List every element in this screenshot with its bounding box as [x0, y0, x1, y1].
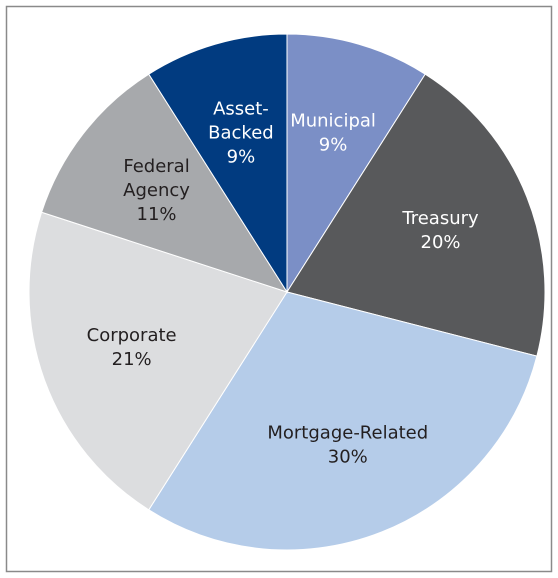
value-label: 20% [421, 232, 461, 253]
pie-slice [40, 73, 289, 293]
value-label: 30% [328, 447, 368, 468]
slice-label: Treasury 20% [401, 208, 479, 253]
value-label: 21% [112, 349, 152, 370]
value-label: 9% [227, 146, 256, 167]
category-label: Asset-Backed [208, 98, 274, 143]
category-label: Treasury [401, 208, 479, 229]
pie-slice [286, 33, 426, 294]
slice-label: Municipal 9% [290, 110, 376, 155]
value-label: 11% [137, 204, 177, 225]
slice-label: Asset-Backed 9% [208, 98, 274, 167]
slice-label: Mortgage-Related 30% [267, 423, 428, 468]
pie-slice [28, 211, 288, 511]
pie-slice [148, 33, 288, 294]
category-label: Municipal [290, 110, 376, 131]
pie-slice [148, 291, 538, 551]
category-label: Federal Agency [123, 156, 190, 201]
value-label: 9% [319, 134, 348, 155]
category-label: Mortgage-Related [267, 423, 428, 444]
slice-label: Corporate 21% [87, 325, 177, 370]
pie-slice [286, 73, 546, 357]
slice-label: Federal Agency 11% [123, 156, 190, 225]
category-label: Corporate [87, 325, 177, 346]
